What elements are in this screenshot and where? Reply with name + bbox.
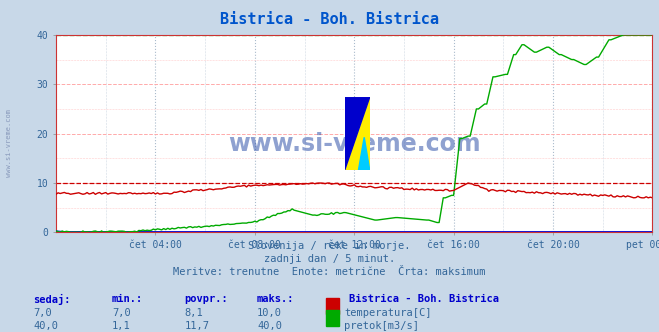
Text: 7,0: 7,0 [33, 308, 51, 318]
Text: 10,0: 10,0 [257, 308, 282, 318]
Polygon shape [345, 97, 370, 170]
Polygon shape [345, 97, 370, 170]
Text: Bistrica - Boh. Bistrica: Bistrica - Boh. Bistrica [220, 12, 439, 27]
Text: Bistrica - Boh. Bistrica: Bistrica - Boh. Bistrica [349, 294, 500, 304]
Text: zadnji dan / 5 minut.: zadnji dan / 5 minut. [264, 254, 395, 264]
Text: www.si-vreme.com: www.si-vreme.com [5, 109, 12, 177]
Text: 40,0: 40,0 [33, 321, 58, 331]
Text: 40,0: 40,0 [257, 321, 282, 331]
Text: Slovenija / reke in morje.: Slovenija / reke in morje. [248, 241, 411, 251]
Text: 7,0: 7,0 [112, 308, 130, 318]
Text: 1,1: 1,1 [112, 321, 130, 331]
Text: sedaj:: sedaj: [33, 294, 71, 305]
Text: Meritve: trenutne  Enote: metrične  Črta: maksimum: Meritve: trenutne Enote: metrične Črta: … [173, 267, 486, 277]
Text: pretok[m3/s]: pretok[m3/s] [344, 321, 419, 331]
Polygon shape [358, 137, 370, 170]
Text: 8,1: 8,1 [185, 308, 203, 318]
Text: www.si-vreme.com: www.si-vreme.com [228, 131, 480, 155]
Text: maks.:: maks.: [257, 294, 295, 304]
Text: temperatura[C]: temperatura[C] [344, 308, 432, 318]
Text: povpr.:: povpr.: [185, 294, 228, 304]
Text: 11,7: 11,7 [185, 321, 210, 331]
Text: min.:: min.: [112, 294, 143, 304]
